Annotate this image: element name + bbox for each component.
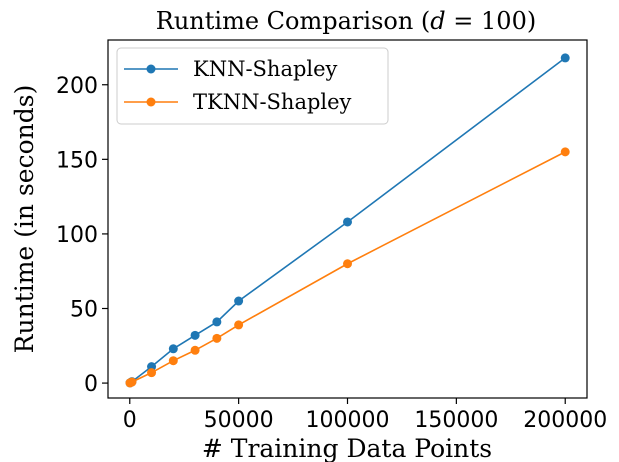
legend-marker-knn-shapley xyxy=(146,64,156,74)
data-point-tknn-shapley xyxy=(190,345,200,355)
data-point-tknn-shapley xyxy=(212,333,222,343)
plot-frame xyxy=(107,39,588,399)
legend-label-knn-shapley: KNN-Shapley xyxy=(193,57,338,81)
data-point-knn-shapley xyxy=(343,217,352,227)
data-point-knn-shapley xyxy=(560,53,570,63)
data-point-tknn-shapley xyxy=(168,356,178,366)
x-tick-label: 0 xyxy=(123,408,137,433)
chart-title: Runtime Comparison (d = 100) xyxy=(156,7,536,35)
y-tick-label: 150 xyxy=(56,148,98,173)
y-tick-label: 0 xyxy=(84,372,98,397)
data-point-knn-shapley xyxy=(190,330,200,340)
data-point-tknn-shapley xyxy=(147,368,157,378)
legend-label-tknn-shapley: TKNN-Shapley xyxy=(193,90,352,114)
legend: KNN-Shapley TKNN-Shapley xyxy=(116,47,389,125)
x-tick-label: 50000 xyxy=(204,408,274,433)
y-tick-label: 50 xyxy=(70,298,98,323)
x-axis-label: # Training Data Points xyxy=(202,434,492,462)
data-point-tknn-shapley xyxy=(127,377,137,387)
data-point-tknn-shapley xyxy=(343,259,352,269)
data-point-knn-shapley xyxy=(212,317,222,327)
x-tick-label: 150000 xyxy=(414,408,498,433)
y-tick-label: 200 xyxy=(56,74,98,99)
legend-box xyxy=(116,47,389,125)
data-point-knn-shapley xyxy=(168,344,178,354)
data-point-knn-shapley xyxy=(234,296,244,306)
data-point-tknn-shapley xyxy=(234,320,244,330)
x-tick-label: 200000 xyxy=(523,408,607,433)
y-tick-label: 100 xyxy=(56,223,98,248)
y-axis-label: Runtime (in seconds) xyxy=(10,85,39,354)
legend-marker-tknn-shapley xyxy=(146,97,156,107)
data-point-tknn-shapley xyxy=(560,147,570,157)
x-tick-label: 100000 xyxy=(306,408,390,433)
